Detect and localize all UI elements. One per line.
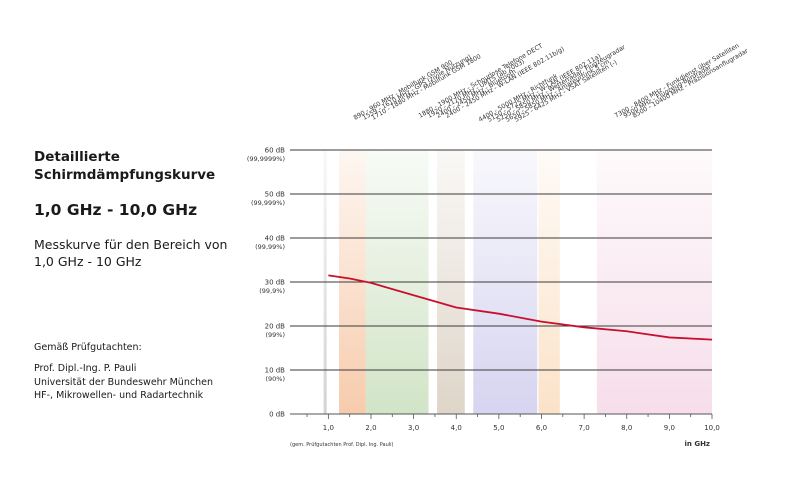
report-basis: Gemäß Prüfgutachten: xyxy=(34,342,142,353)
report-authority: Prof. Dipl.-Ing. P. Pauli Universität de… xyxy=(34,362,274,403)
y-tick-label: 10 dB xyxy=(265,367,286,375)
y-tick-sublabel: (99,9%) xyxy=(259,287,285,295)
y-tick-sublabel: (99,99%) xyxy=(255,243,285,251)
y-tick-sublabel: (99,999%) xyxy=(251,199,285,207)
y-tick-sublabel: (90%) xyxy=(265,375,285,383)
measurement-description: Messkurve für den Bereich von 1,0 GHz - … xyxy=(34,236,269,270)
x-tick-label: 10,0 xyxy=(704,424,720,432)
x-tick-label: 8,0 xyxy=(621,424,632,432)
y-tick-sublabel: (99,9999%) xyxy=(247,155,285,163)
x-axis-label: in GHz xyxy=(685,440,711,448)
x-tick-label: 1,0 xyxy=(323,424,334,432)
authority-line-2: Universität der Bundeswehr München xyxy=(34,376,213,388)
series-line xyxy=(328,274,713,341)
x-tick-label: 5,0 xyxy=(493,424,504,432)
x-tick-label: 9,0 xyxy=(664,424,675,432)
title-line-2: Schirmdämpfungskurve xyxy=(34,167,216,183)
x-tick-label: 7,0 xyxy=(579,424,590,432)
x-tick-label: 3,0 xyxy=(408,424,419,432)
y-tick-sublabel: (99%) xyxy=(265,331,285,339)
title-line-1: Detaillierte xyxy=(34,149,120,165)
y-tick-label: 60 dB xyxy=(265,147,286,155)
description-line-2: 1,0 GHz - 10 GHz xyxy=(34,254,142,269)
y-tick-label: 40 dB xyxy=(265,235,286,243)
authority-line-3: HF-, Mikrowellen- und Radartechnik xyxy=(34,390,204,401)
frequency-range: 1,0 GHz - 10,0 GHz xyxy=(34,201,198,219)
y-tick-label: 20 dB xyxy=(265,323,286,331)
authority-line-1: Prof. Dipl.-Ing. P. Pauli xyxy=(34,363,137,374)
description-line-1: Messkurve für den Bereich von xyxy=(34,237,228,252)
frequency-label: 8500 - 10400 MHz - Präzisionsanflugradar xyxy=(632,47,750,119)
chart-title: Detaillierte Schirmdämpfungskurve xyxy=(34,148,264,184)
x-tick-label: 2,0 xyxy=(365,424,376,432)
y-tick-label: 30 dB xyxy=(265,279,286,287)
x-tick-label: 6,0 xyxy=(536,424,547,432)
x-tick-label: 4,0 xyxy=(451,424,462,432)
chart-footnote: (gem. Prüfgutachten Prof. Dipl. Ing. Pau… xyxy=(290,442,394,448)
y-tick-label: 0 dB xyxy=(269,411,285,419)
y-tick-label: 50 dB xyxy=(265,191,286,199)
